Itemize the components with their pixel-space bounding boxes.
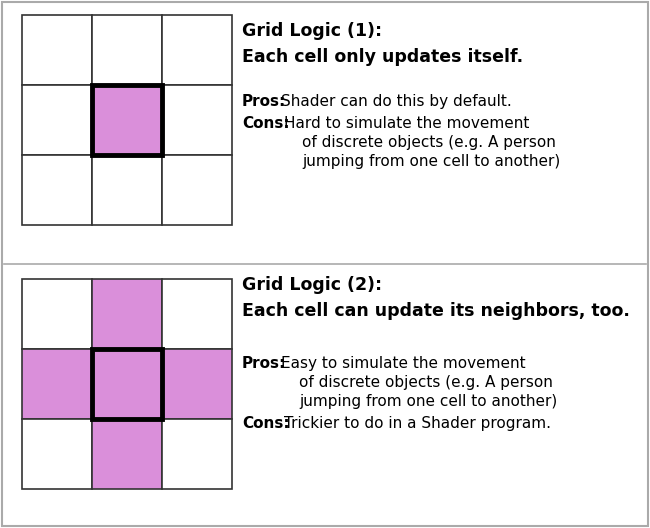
Bar (22, 419, 92, 489)
Text: Each cell only updates itself.: Each cell only updates itself. (242, 48, 523, 66)
Bar (22, 349, 92, 419)
Bar (162, 349, 232, 419)
Bar (162, 419, 232, 489)
Text: Each cell can update its neighbors, too.: Each cell can update its neighbors, too. (242, 302, 630, 320)
Bar (162, 155, 232, 225)
Text: Hard to simulate the movement: Hard to simulate the movement (284, 116, 529, 131)
Bar (162, 15, 232, 85)
Bar (92, 85, 162, 155)
Bar (92, 349, 162, 419)
Bar (162, 85, 232, 155)
Text: Grid Logic (1):: Grid Logic (1): (242, 22, 382, 40)
Bar (22, 85, 92, 155)
Text: Easy to simulate the movement: Easy to simulate the movement (281, 356, 526, 371)
Text: Shader can do this by default.: Shader can do this by default. (281, 94, 512, 109)
Bar (22, 15, 92, 85)
Text: jumping from one cell to another): jumping from one cell to another) (299, 394, 557, 409)
Text: Cons:: Cons: (242, 116, 290, 131)
Text: Trickier to do in a Shader program.: Trickier to do in a Shader program. (284, 416, 551, 431)
Text: jumping from one cell to another): jumping from one cell to another) (302, 154, 560, 169)
Text: Pros:: Pros: (242, 94, 286, 109)
Bar (92, 15, 162, 85)
Text: of discrete objects (e.g. A person: of discrete objects (e.g. A person (302, 135, 556, 150)
Text: of discrete objects (e.g. A person: of discrete objects (e.g. A person (299, 375, 553, 390)
Bar (92, 349, 162, 419)
Bar (92, 279, 162, 349)
Bar (92, 155, 162, 225)
Bar (92, 85, 162, 155)
Text: Pros:: Pros: (242, 356, 286, 371)
Bar (92, 419, 162, 489)
Text: Cons:: Cons: (242, 416, 290, 431)
Text: Grid Logic (2):: Grid Logic (2): (242, 276, 382, 294)
Bar (22, 155, 92, 225)
Bar (22, 279, 92, 349)
Bar (162, 279, 232, 349)
